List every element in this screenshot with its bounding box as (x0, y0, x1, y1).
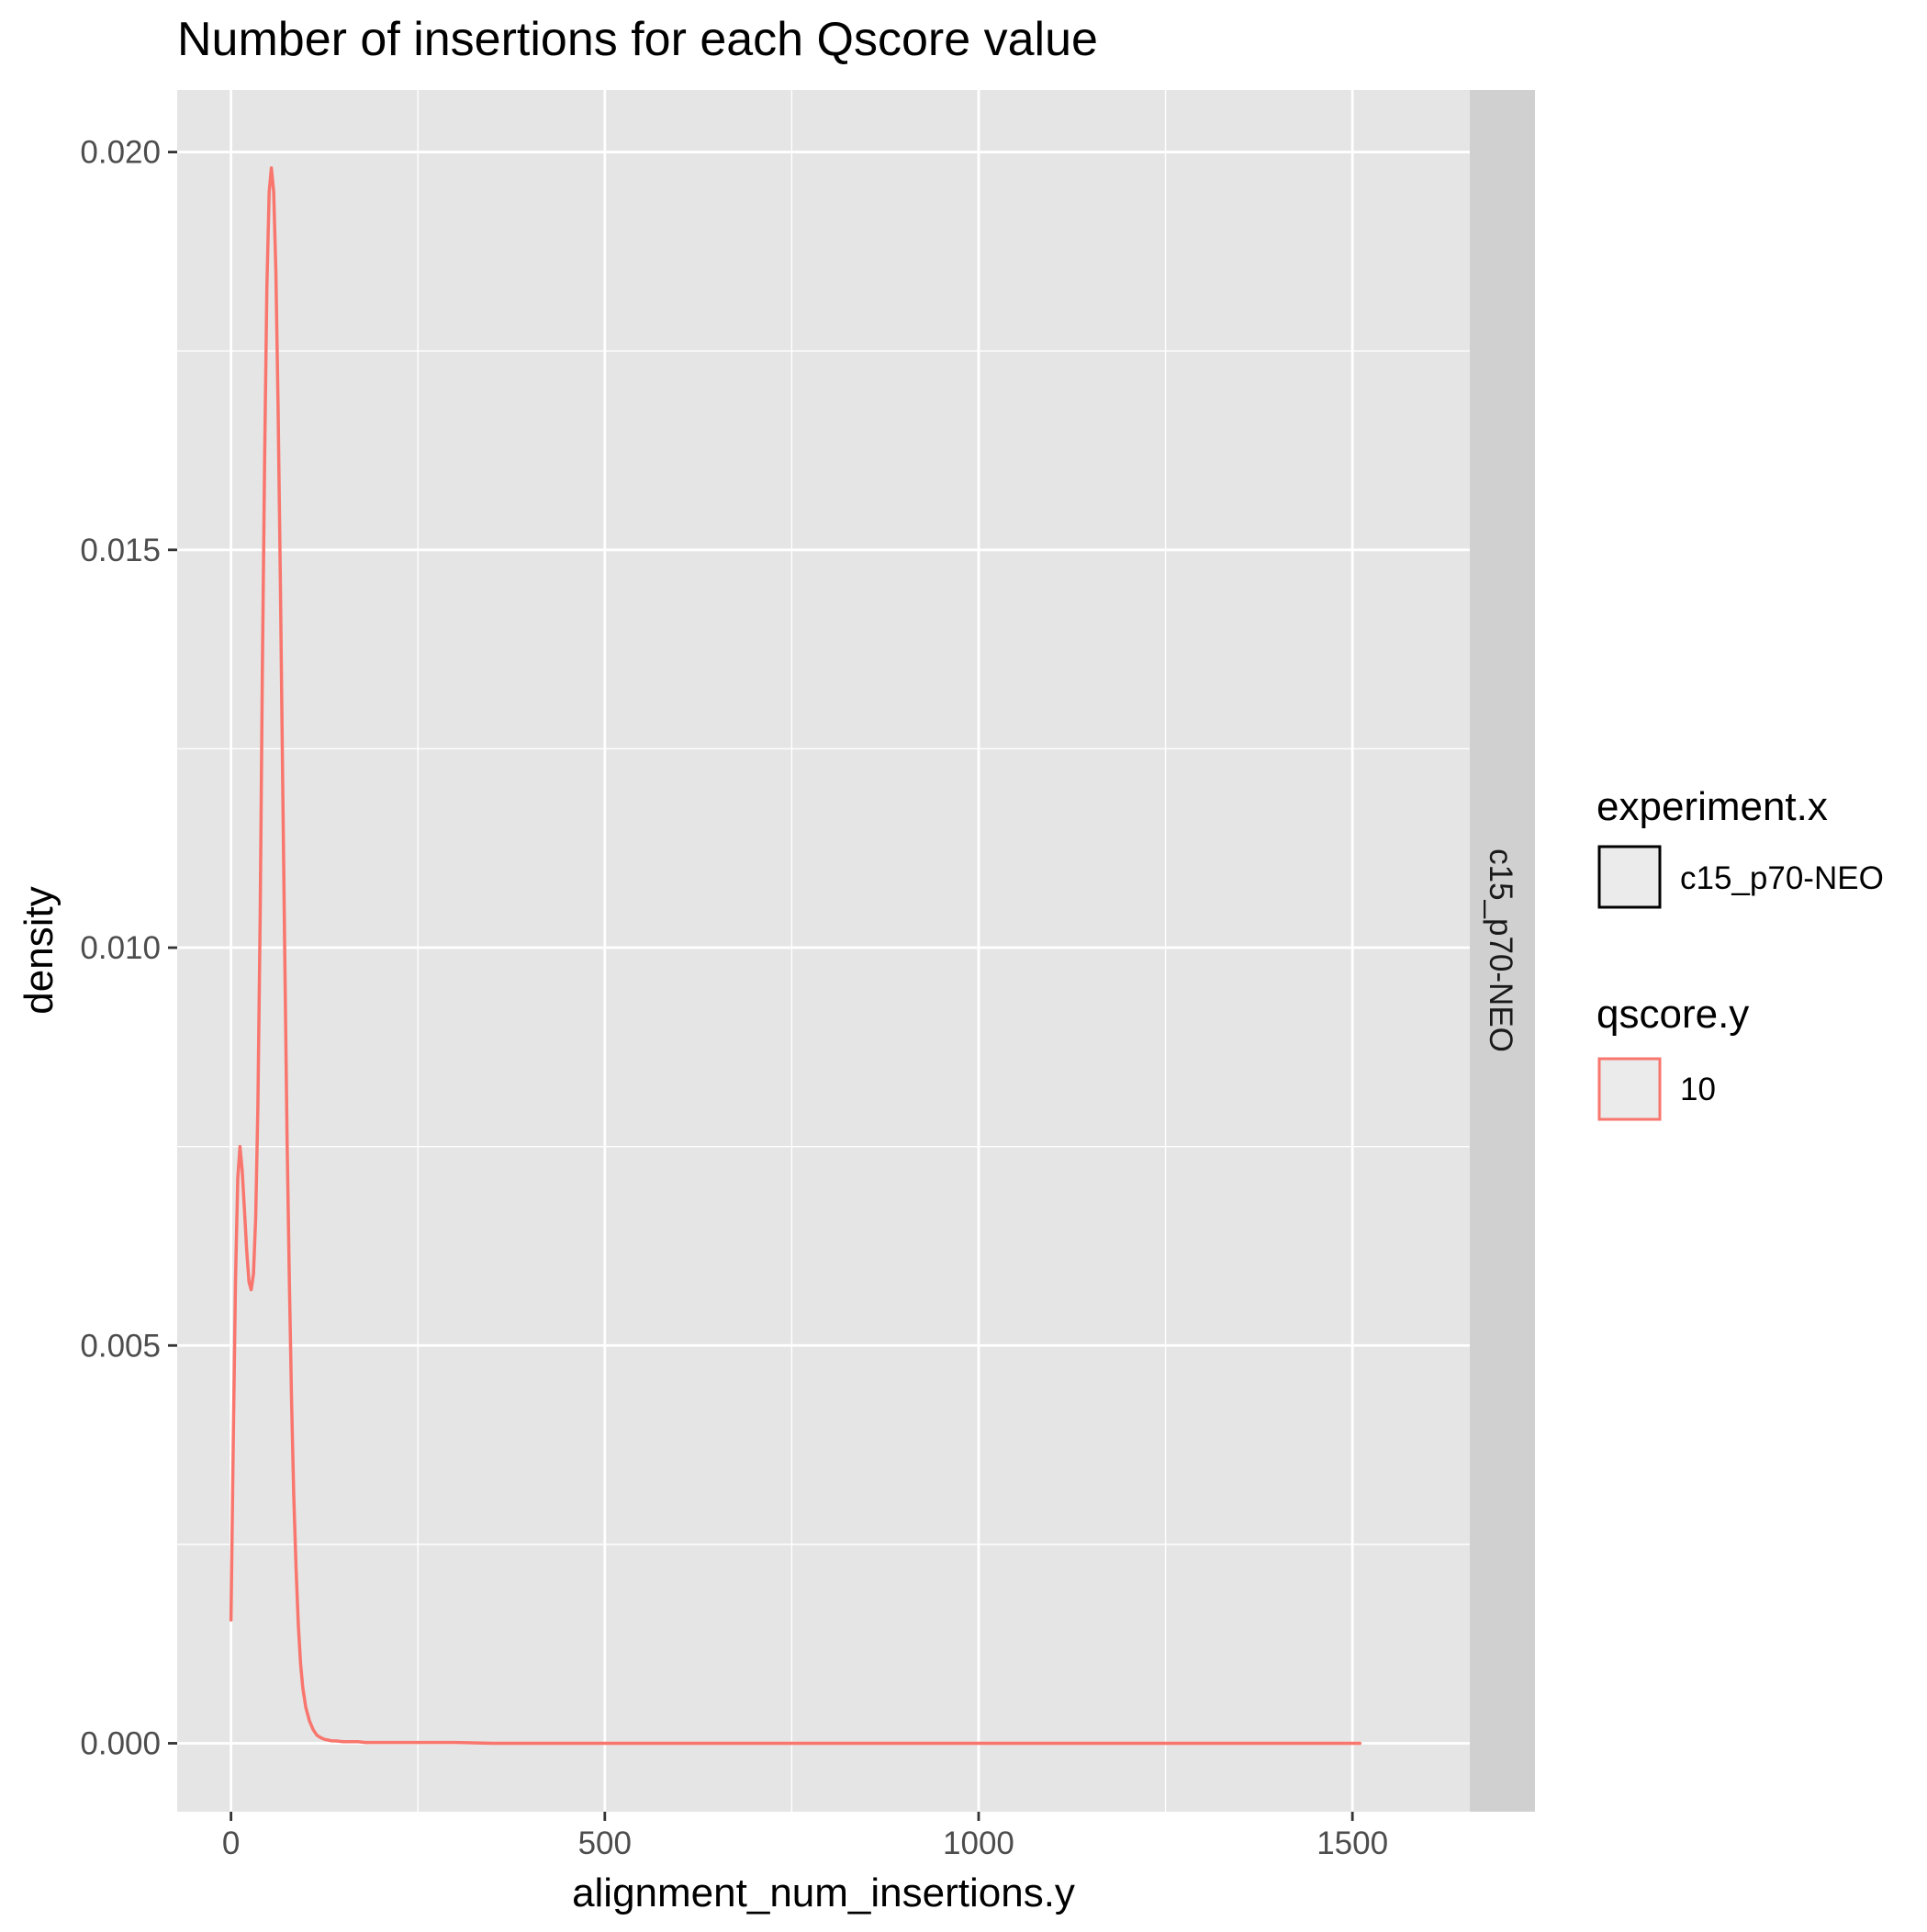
series-line-qscore-10 (229, 166, 1362, 1746)
y-tick-label: 0.020 (80, 135, 161, 171)
legend-experiment: experiment.x c15_p70-NEO (1596, 784, 1884, 909)
minor-gridlines (177, 90, 1470, 1812)
legend-key-experiment (1597, 845, 1662, 909)
x-tick-label: 0 (222, 1825, 240, 1861)
x-axis-title: alignment_num_insertions.y (572, 1870, 1075, 1915)
x-tick-label: 1500 (1316, 1825, 1388, 1861)
chart-title: Number of insertions for each Qscore val… (177, 13, 1098, 66)
plot-panel (177, 90, 1470, 1812)
legend-title-experiment: experiment.x (1596, 784, 1828, 829)
series-layer (229, 166, 1362, 1746)
legend-label-experiment: c15_p70-NEO (1680, 860, 1884, 896)
y-tick-label: 0.015 (80, 533, 161, 568)
x-tick-label: 500 (578, 1825, 632, 1861)
y-tick-label: 0.000 (80, 1725, 161, 1761)
y-tick-label: 0.010 (80, 930, 161, 966)
x-axis: 0 500 1000 1500 (222, 1812, 1388, 1861)
legend-label-qscore: 10 (1680, 1072, 1716, 1107)
y-axis-title: density (17, 886, 62, 1014)
legend-qscore: qscore.y 10 (1596, 992, 1749, 1121)
legend-key-qscore (1597, 1057, 1662, 1121)
y-axis: 0.000 0.005 0.010 0.015 0.020 (80, 135, 177, 1761)
facet-strip (1470, 90, 1535, 1812)
y-tick-label: 0.005 (80, 1328, 161, 1364)
facet-strip-label: c15_p70-NEO (1483, 848, 1518, 1052)
legend-title-qscore: qscore.y (1596, 992, 1749, 1037)
x-tick-label: 1000 (943, 1825, 1014, 1861)
